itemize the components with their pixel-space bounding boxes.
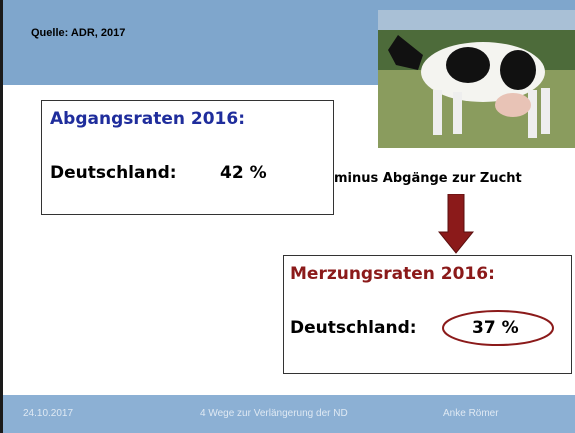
footer-topic: 4 Wege zur Verlängerung der ND	[200, 408, 348, 419]
cow-photo	[378, 10, 575, 148]
footer-date: 24.10.2017	[23, 408, 73, 419]
arrow	[438, 194, 474, 254]
value: 42 %	[220, 163, 267, 183]
footer-author: Anke Römer	[443, 408, 499, 419]
label: Deutschland:	[50, 163, 177, 183]
label: Deutschland:	[290, 318, 417, 338]
value: 37 %	[472, 318, 519, 338]
slide: Quelle: ADR, 2017 Abgangsraten 2016: Deu…	[0, 0, 575, 433]
source: Quelle: ADR, 2017	[31, 27, 125, 39]
note: minus Abgänge zur Zucht	[334, 171, 522, 186]
box-title: Abgangsraten 2016:	[50, 109, 245, 129]
box-abgang: Abgangsraten 2016: Deutschland: 42 %	[41, 100, 334, 215]
box-title: Merzungsraten 2016:	[290, 264, 495, 284]
box-merzung: Merzungsraten 2016: Deutschland: 37 %	[283, 255, 572, 374]
